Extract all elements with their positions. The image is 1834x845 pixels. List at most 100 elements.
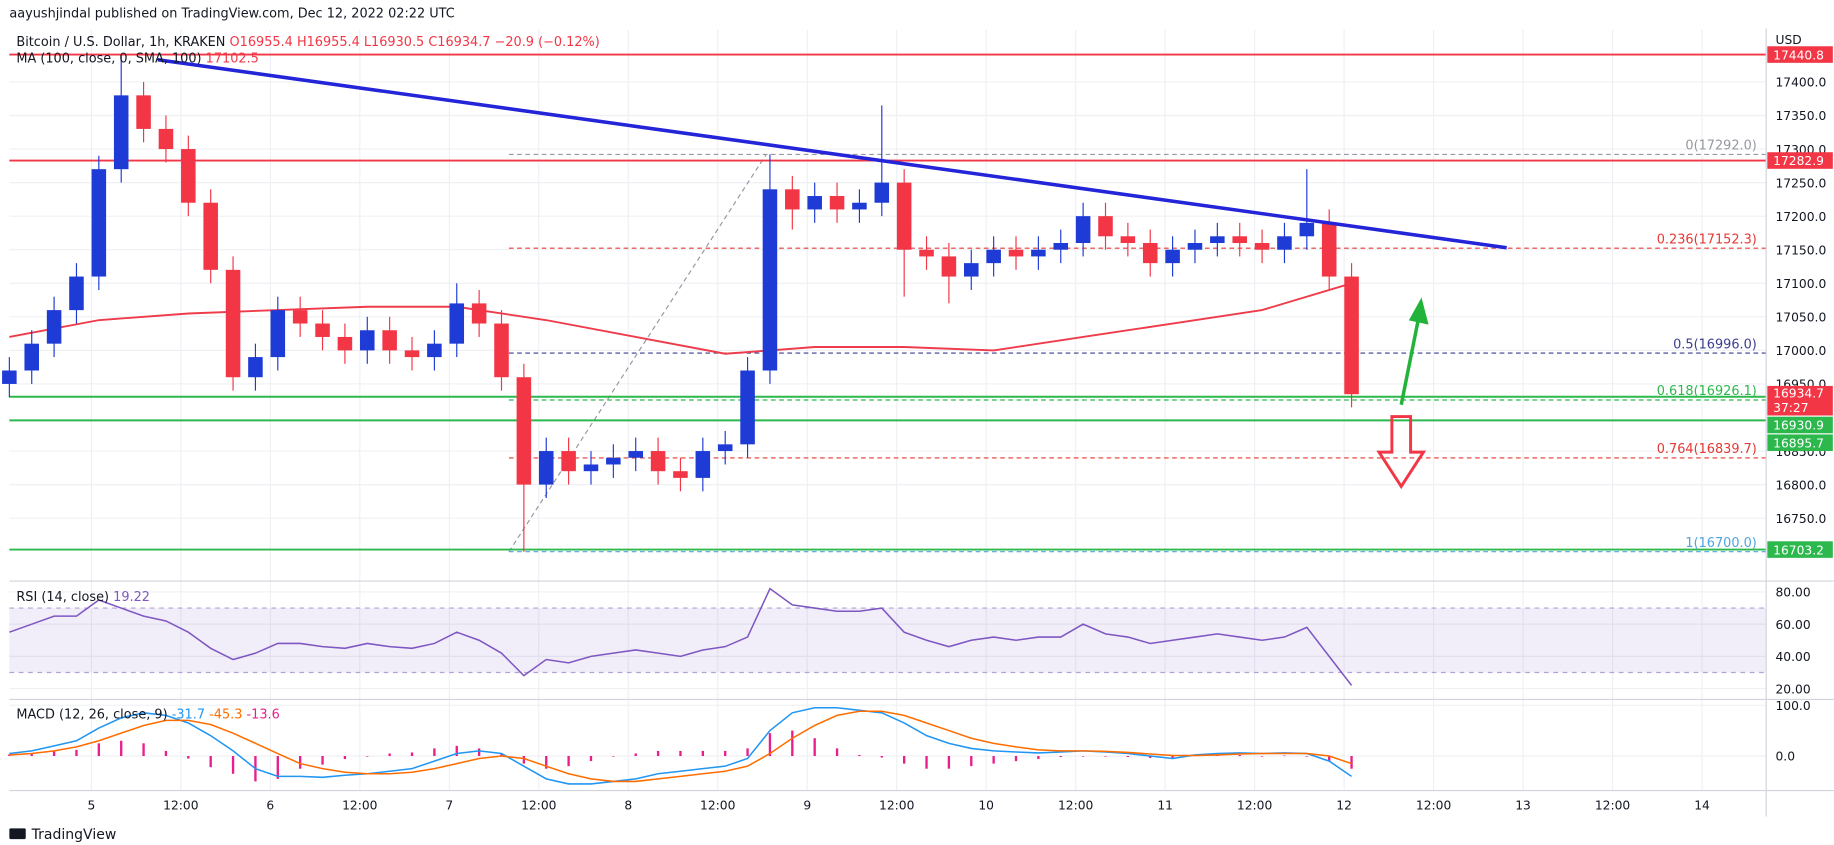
x-tick-label: 5	[87, 798, 95, 812]
grid	[9, 29, 1767, 791]
histogram-bar	[522, 756, 526, 764]
histogram-bar	[567, 756, 570, 767]
histogram-bar	[947, 756, 951, 769]
fib-label: 0.764(16839.7)	[1657, 442, 1757, 457]
up-arrow-shaft	[1399, 316, 1421, 406]
candle-body	[449, 303, 465, 344]
histogram-bar	[589, 756, 593, 762]
y-tick-label: 60.00	[1776, 618, 1811, 632]
x-tick-label: 8	[624, 798, 632, 812]
level-price-label: 16703.2	[1773, 543, 1824, 557]
y-tick-label: 17200.0	[1776, 210, 1827, 224]
histogram-bar	[410, 752, 414, 757]
candle-body	[717, 444, 733, 452]
y-tick-label: 16750.0	[1776, 512, 1827, 526]
histogram-bar	[880, 756, 883, 758]
candle-body	[941, 256, 957, 277]
histogram-bar	[768, 733, 772, 757]
candle-body	[740, 370, 755, 445]
histogram-bar	[1081, 756, 1085, 757]
fib-trend	[508, 154, 767, 553]
candle-body	[360, 330, 375, 351]
macd-legend: MACD (12, 26, close, 9) -31.7 -45.3 -13.…	[16, 707, 279, 722]
y-tick-label: 16800.0	[1776, 478, 1827, 492]
candle-body	[673, 471, 688, 478]
rsi-legend: RSI (14, close) 19.22	[16, 590, 150, 605]
candle-body	[337, 336, 353, 351]
y-tick-label: 17150.0	[1776, 243, 1827, 257]
plot	[2, 53, 1767, 785]
histogram-bar	[455, 745, 458, 757]
histogram-bar	[1328, 756, 1331, 762]
signal-value: -45.3	[209, 707, 242, 722]
x-tick-label: 12:00	[1416, 798, 1452, 812]
candle-body	[1277, 236, 1292, 250]
symbol: Bitcoin / U.S. Dollar, 1h, KRAKEN	[16, 35, 225, 50]
candle-body	[292, 310, 308, 324]
candle-body	[628, 451, 643, 458]
candle-body	[516, 377, 532, 485]
x-tick-label: 12:00	[163, 798, 199, 812]
candle-body	[785, 189, 800, 210]
level-price-box	[1767, 434, 1833, 452]
histogram-bar	[30, 753, 33, 757]
histogram-bar	[791, 730, 794, 757]
candle-body	[695, 451, 711, 478]
indicator-line	[9, 706, 1352, 785]
x-tick-label: 7	[445, 798, 453, 812]
histogram-bar	[343, 756, 347, 760]
x-tick-label: 14	[1694, 798, 1710, 812]
y-tick-label: 17350.0	[1776, 109, 1827, 123]
x-tick-label: 12	[1336, 798, 1352, 812]
histogram-bar	[1305, 756, 1308, 757]
currency: USD	[1776, 33, 1802, 47]
histogram-bar	[1283, 755, 1286, 757]
histogram-value: -13.6	[247, 707, 280, 722]
histogram-bar	[1260, 756, 1264, 757]
ma-name: MA (100, close, 0, SMA, 100)	[16, 52, 201, 67]
histogram-bar	[813, 738, 816, 757]
fib-label: 0.236(17152.3)	[1657, 232, 1757, 247]
histogram-bar	[187, 756, 190, 759]
candle-body	[1165, 249, 1180, 264]
candle-body	[1299, 222, 1315, 237]
histogram-bar	[1126, 756, 1130, 758]
candle-body	[46, 310, 62, 344]
axes	[9, 28, 1834, 817]
footer-logo: TradingView	[9, 827, 116, 843]
candle-body	[427, 343, 442, 358]
candle-body	[762, 189, 778, 371]
histogram-bar	[8, 754, 11, 757]
histogram-bar	[298, 756, 302, 769]
histogram-bar	[321, 756, 324, 765]
histogram-bar	[142, 743, 145, 757]
histogram-bar	[1350, 756, 1353, 769]
candle-body	[1008, 249, 1024, 257]
candle-body	[382, 330, 397, 351]
y-tick-label: 0.0	[1776, 750, 1796, 764]
histogram-bar	[164, 750, 168, 757]
candle-body	[1232, 236, 1247, 244]
histogram-bar	[835, 748, 839, 757]
histogram-bar	[679, 750, 682, 757]
candle-body	[1187, 243, 1203, 250]
histogram-bar	[634, 753, 637, 757]
ohlc: O16955.4 H16955.4 L16930.5 C16934.7 −20.…	[230, 35, 600, 50]
ma-value: 17102.5	[206, 52, 259, 67]
candle-body	[964, 263, 979, 277]
x-tick-label: 12:00	[879, 798, 915, 812]
macd-title: MACD (12, 26, close, 9)	[16, 707, 167, 722]
logo-mark	[9, 828, 26, 840]
histogram-bar	[52, 750, 56, 757]
histogram-bar	[1238, 754, 1241, 757]
candle-body	[852, 202, 867, 210]
histogram-bar	[75, 749, 78, 757]
histogram-bar	[500, 753, 503, 757]
candle-body	[606, 457, 621, 465]
histogram-bar	[1014, 756, 1018, 762]
level-price-label: 17440.8	[1773, 48, 1824, 62]
candle-body	[1321, 222, 1337, 277]
histogram-bar	[545, 756, 548, 769]
candle-body	[829, 196, 845, 210]
